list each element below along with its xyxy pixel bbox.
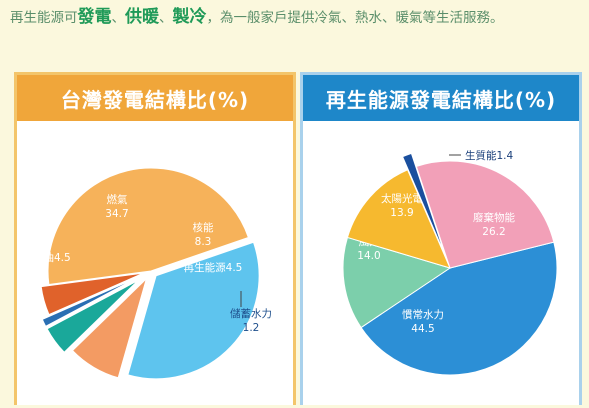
renewable-pie-label-name-0: 慣常水力 — [402, 308, 444, 321]
renewable-pie-label-name-2: 太陽光電 — [381, 192, 423, 205]
renewable-pie-slice-2 — [346, 169, 451, 269]
taiwan-pie-slice-0 — [47, 167, 250, 286]
renewable-pie-label-name-4: 廢棄物能 — [473, 211, 515, 224]
taiwan-pie-label-value-1: 34.7 — [105, 208, 128, 220]
taiwan-pie-label-name-1: 燃氣 — [107, 193, 128, 206]
taiwan-pie-slice-4 — [41, 277, 137, 328]
taiwan-pie-label-value-4: 1.2 — [243, 322, 260, 334]
intro-sep2: 、 — [159, 10, 173, 26]
keyword-cooling: 製冷 — [172, 7, 207, 27]
renewable-pie-slice-4 — [415, 160, 555, 269]
intro-sep1: 、 — [111, 10, 126, 26]
taiwan-pie-label-4: 儲蓄水力 1.2 — [230, 291, 272, 334]
keyword-heating: 供暖 — [125, 7, 159, 27]
taiwan-pie-label-value-2: 8.3 — [195, 236, 212, 248]
renewable-pie-label-value-4: 26.2 — [482, 226, 505, 238]
renewable-pie-label-text-3: 生質能1.4 — [465, 149, 514, 162]
renewable-pie-slice-1 — [342, 236, 452, 329]
renewable-power-chart-title: 再生能源發電結構比(%) — [303, 75, 579, 121]
renewable-pie-label-3: 生質能1.4 — [449, 149, 514, 162]
taiwan-pie-label-5: 燃油4.5 — [33, 251, 71, 264]
taiwan-pie-label-1: 燃氣 34.7 — [105, 193, 128, 220]
intro-part2: ，為一般家戶提供冷氣、熱水、暖氣等生活服務。 — [206, 10, 504, 26]
keyword-power: 發電 — [77, 7, 112, 27]
renewable-pie-label-value-0: 44.5 — [411, 323, 434, 335]
taiwan-pie-label-2: 核能 8.3 — [193, 221, 214, 248]
renewable-pie-label-0: 慣常水力 44.5 — [402, 308, 444, 335]
renewable-pie-slice-0 — [360, 241, 558, 376]
renewable-pie-label-value-1: 14.0 — [357, 250, 380, 262]
intro-part1: 再生能源可 — [10, 10, 78, 26]
taiwan-pie-label-3: 再生能源4.5 — [184, 261, 243, 274]
taiwan-pie-label-name-4: 儲蓄水力 — [230, 307, 272, 320]
renewable-pie-slice-3 — [401, 152, 446, 256]
taiwan-pie-label-text-3: 再生能源4.5 — [184, 261, 243, 274]
taiwan-power-panel: 台灣發電結構比(%) 燃煤46.8燃氣34.7核能8.3再生能源4.5儲蓄水力1… — [14, 72, 296, 405]
taiwan-pie-slice-5 — [40, 272, 144, 316]
intro-text: 再生能源可發電、供暖、製冷，為一般家戶提供冷氣、熱水、暖氣等生活服務。 — [10, 4, 580, 32]
taiwan-pie-label-text-5: 燃油4.5 — [33, 251, 71, 264]
renewable-pie-label-value-2: 13.9 — [390, 207, 413, 219]
renewable-pie-label-4: 廢棄物能 26.2 — [473, 211, 515, 238]
taiwan-pie-slice-2 — [71, 277, 148, 379]
taiwan-pie-slice-1 — [127, 241, 260, 380]
renewable-pie-label-2: 太陽光電 13.9 — [381, 192, 423, 219]
taiwan-power-chart-title: 台灣發電結構比(%) — [17, 75, 293, 121]
taiwan-pie-label-name-2: 核能 — [193, 221, 214, 234]
taiwan-pie-slice-3 — [46, 279, 139, 353]
renewable-power-panel: 再生能源發電結構比(%) 慣常水力44.5風力14.0太陽光電13.9生質能1.… — [300, 72, 582, 405]
